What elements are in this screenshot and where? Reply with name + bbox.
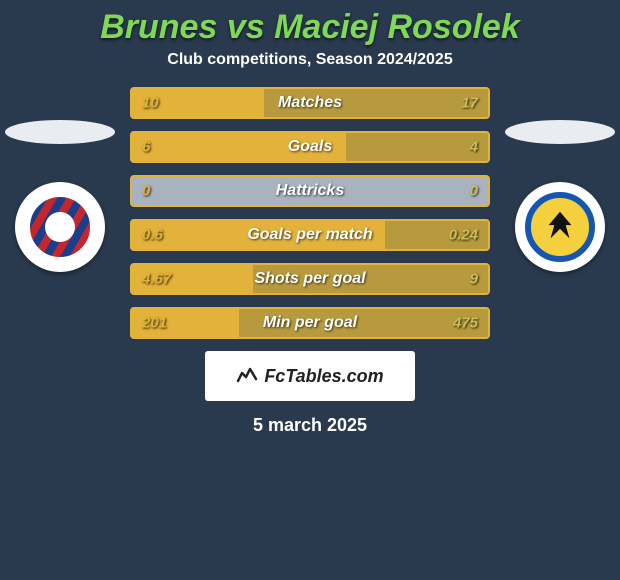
stat-bar: Min per goal201475 bbox=[130, 307, 490, 339]
stat-bar-right-fill bbox=[346, 133, 488, 161]
branding-icon bbox=[236, 363, 258, 390]
stat-value-left: 10 bbox=[142, 95, 159, 112]
stat-value-right: 9 bbox=[470, 271, 478, 288]
comparison-date: 5 march 2025 bbox=[0, 415, 620, 436]
stat-bar: Matches1017 bbox=[130, 87, 490, 119]
player-left-column bbox=[0, 120, 120, 272]
stat-value-left: 0.6 bbox=[142, 227, 163, 244]
stat-bar-right-fill bbox=[253, 265, 488, 293]
stat-value-right: 0 bbox=[470, 183, 478, 200]
player-right-club-badge bbox=[515, 182, 605, 272]
stat-value-right: 475 bbox=[453, 315, 478, 332]
branding-badge: FcTables.com bbox=[205, 351, 415, 401]
branding-text: FcTables.com bbox=[264, 366, 383, 387]
subtitle: Club competitions, Season 2024/2025 bbox=[0, 51, 620, 69]
stat-row: Goals per match0.60.24 bbox=[130, 219, 490, 251]
stat-row: Min per goal201475 bbox=[130, 307, 490, 339]
stat-bar-right-fill bbox=[264, 89, 488, 117]
page-title: Brunes vs Maciej Rosolek bbox=[0, 0, 620, 51]
stat-bar: Goals per match0.60.24 bbox=[130, 219, 490, 251]
player-left-photo-placeholder bbox=[5, 120, 115, 144]
stat-bar-left-fill bbox=[132, 133, 346, 161]
stat-value-right: 17 bbox=[461, 95, 478, 112]
stat-bar-right-fill bbox=[239, 309, 488, 337]
stat-row: Matches1017 bbox=[130, 87, 490, 119]
stat-value-right: 0.24 bbox=[449, 227, 478, 244]
rakow-badge-graphic bbox=[26, 193, 94, 261]
player-right-photo-placeholder bbox=[505, 120, 615, 144]
piast-badge-graphic bbox=[525, 192, 595, 262]
stat-value-left: 6 bbox=[142, 139, 150, 156]
stat-bar: Hattricks0 0 bbox=[130, 175, 490, 207]
stat-bar: Shots per goal4.679 bbox=[130, 263, 490, 295]
stat-value-right: 4 bbox=[470, 139, 478, 156]
player-right-column bbox=[500, 120, 620, 272]
player-left-club-badge bbox=[15, 182, 105, 272]
stat-bar: Goals64 bbox=[130, 131, 490, 163]
stat-label: Hattricks bbox=[132, 182, 488, 200]
stat-row: Shots per goal4.679 bbox=[130, 263, 490, 295]
stat-row: Goals64 bbox=[130, 131, 490, 163]
stat-value-left: 201 bbox=[142, 315, 167, 332]
stat-value-left: 0 bbox=[142, 183, 150, 200]
stat-row: Hattricks0 0 bbox=[130, 175, 490, 207]
stat-value-left: 4.67 bbox=[142, 271, 171, 288]
eagle-icon bbox=[541, 208, 579, 246]
stat-bar-left-fill bbox=[132, 221, 385, 249]
